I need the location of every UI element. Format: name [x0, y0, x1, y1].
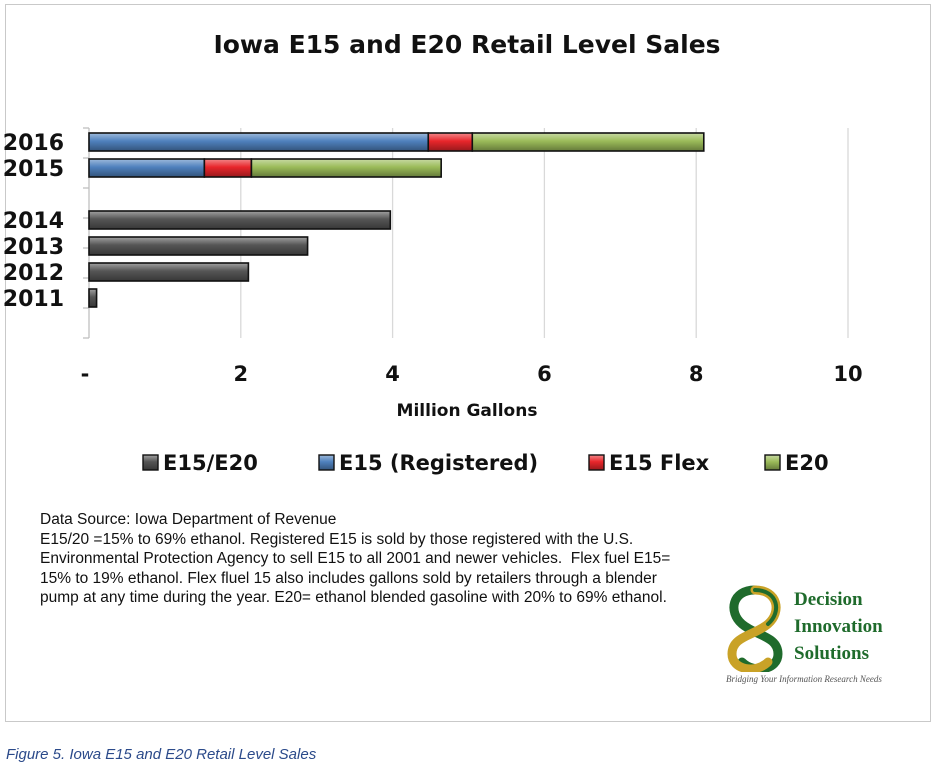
legend-item: E15/E20	[142, 451, 258, 475]
y-tick-label: 2016	[3, 131, 64, 156]
bar-2012-e15-e20	[88, 262, 250, 282]
legend: E15/E20 E15 (Registered) E15 Flex E20	[142, 451, 829, 475]
logo-tagline: Bridging Your Information Research Needs	[726, 674, 882, 684]
y-tick-label: 2015	[3, 157, 64, 182]
bar-2013-e15-e20	[88, 236, 309, 256]
x-tick-label: 8	[689, 362, 704, 386]
legend-item: E15 (Registered)	[318, 451, 538, 475]
legend-label: E20	[785, 451, 829, 475]
definition-note: E15/20 =15% to 69% ethanol. Registered E…	[40, 530, 675, 607]
legend-label: E15 Flex	[609, 451, 710, 475]
bar-2016-e15-flex	[427, 132, 474, 152]
x-tick-label: 2	[233, 362, 248, 386]
logo-line-3: Solutions	[794, 643, 869, 664]
data-source-note: Data Source: Iowa Department of Revenue	[40, 511, 337, 528]
y-tick-label: 2012	[3, 261, 64, 286]
bar-2014-e15-e20	[88, 210, 392, 230]
legend-label: E15 (Registered)	[339, 451, 538, 475]
logo-line-1: Decision	[794, 589, 863, 610]
y-axis	[83, 127, 90, 339]
bars	[88, 132, 705, 308]
bar-2016-e20	[471, 132, 705, 152]
y-tick-label: 2013	[3, 235, 64, 260]
y-tick-label: 2014	[3, 209, 64, 234]
legend-swatch	[318, 454, 335, 471]
bar-2011-e15-e20	[88, 288, 98, 308]
chart-title: Iowa E15 and E20 Retail Level Sales	[213, 30, 720, 59]
x-tick-label: 10	[833, 362, 862, 386]
bar-2015-e15-flex	[203, 158, 253, 178]
y-tick-label: 2011	[3, 287, 64, 312]
bar-2015-e15-registered-	[88, 158, 206, 178]
legend-swatch	[588, 454, 605, 471]
x-tick-label: -	[81, 362, 90, 386]
x-axis-label: Million Gallons	[397, 401, 538, 421]
bar-2015-e20	[250, 158, 442, 178]
bar-2016-e15-registered-	[88, 132, 430, 152]
x-tick-labels: - 2 4 6 8 10	[81, 362, 863, 386]
data-notes: Data Source: Iowa Department of Revenue …	[40, 510, 690, 608]
legend-swatch	[142, 454, 159, 471]
x-tick-label: 6	[537, 362, 552, 386]
company-logo: Decision Innovation Solutions Bridging Y…	[720, 582, 900, 692]
legend-label: E15/E20	[163, 451, 258, 475]
x-tick-label: 4	[385, 362, 400, 386]
knot-icon	[727, 585, 783, 672]
legend-swatch	[764, 454, 781, 471]
figure-caption: Figure 5. Iowa E15 and E20 Retail Level …	[6, 746, 317, 763]
legend-item: E15 Flex	[588, 451, 710, 475]
logo-line-2: Innovation	[794, 616, 883, 637]
legend-item: E20	[764, 451, 829, 475]
